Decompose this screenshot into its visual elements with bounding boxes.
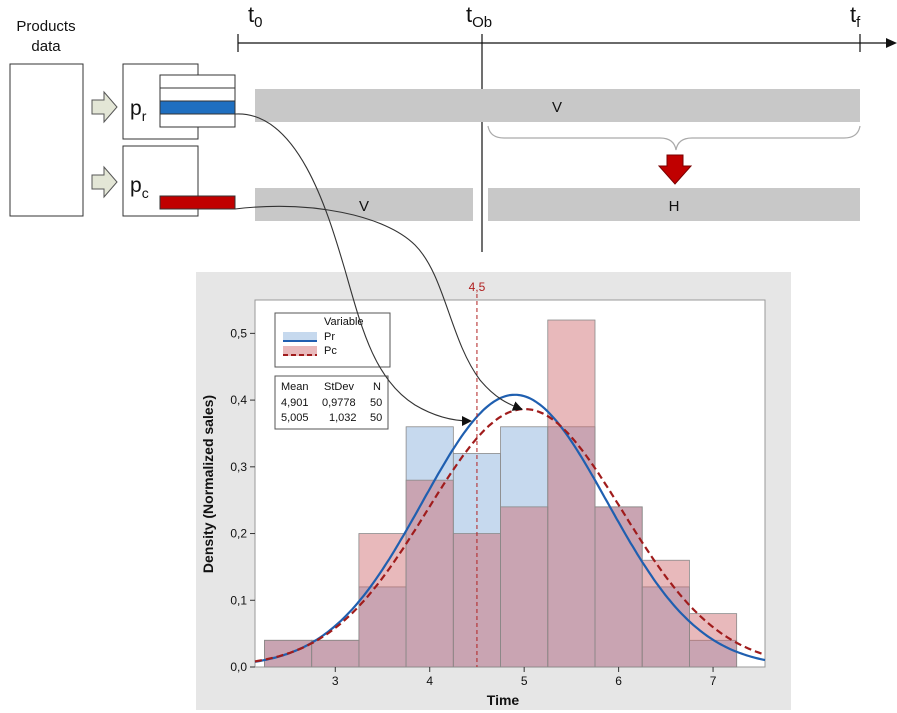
tob-label: tOb [466, 2, 492, 31]
stats-pc-mean: 5,005 [281, 412, 309, 424]
stats-header-stdev: StDev [324, 381, 354, 393]
pr-stack-row-3 [159, 100, 236, 115]
histogram-chart: 4,5 3 4 5 6 7 0,0 0,1 0,2 0,3 0,4 0,5 [230, 280, 766, 688]
stats-pc-n: 50 [370, 412, 382, 424]
density-curve-pc [254, 408, 766, 663]
bar-pr-5 [500, 426, 549, 668]
bar-pc-2 [358, 533, 407, 668]
density-curve-pr [254, 393, 766, 663]
bar-pc-3 [405, 479, 454, 668]
bar-pc-1 [311, 639, 360, 668]
x-tick-label-6: 6 [615, 674, 622, 688]
t0-label: t0 [248, 2, 262, 31]
stats-table: Mean StDev N 4,901 0,9778 50 5,005 1,032… [274, 375, 389, 430]
y-axis-title: Density (Normalized sales) [200, 395, 216, 573]
top-variable-bar [255, 89, 860, 122]
bar-pr-7 [594, 506, 643, 668]
bottom-left-bar [255, 188, 473, 221]
x-tick-label-4: 4 [426, 674, 433, 688]
curly-brace [487, 125, 861, 151]
y-tick-label-0: 0,0 [230, 660, 247, 674]
top-bar-label: V [552, 99, 562, 116]
red-down-arrow [657, 154, 693, 185]
pr-to-chart-arrow [234, 113, 472, 426]
x-tick-label-5: 5 [521, 674, 528, 688]
bottom-left-bar-label: V [359, 198, 369, 215]
legend-pc-label: Pc [324, 345, 337, 357]
legend: Variable Pr Pc [274, 312, 391, 368]
pr-stack-row-1 [159, 74, 236, 89]
legend-title: Variable [324, 316, 364, 328]
pc-label: pc [130, 174, 149, 201]
reference-line-label: 4,5 [469, 280, 486, 294]
x-axis-title: Time [487, 692, 520, 708]
bar-pc-6 [547, 319, 596, 668]
bar-pc-7 [594, 506, 643, 668]
stats-box [274, 375, 389, 430]
bar-pr-2 [358, 586, 407, 668]
bottom-right-bar [488, 188, 860, 221]
y-tick-label-5: 0,5 [230, 326, 247, 340]
y-tick-label-2: 0,2 [230, 527, 247, 541]
timeline-arrowhead [886, 38, 897, 48]
products-data-box [9, 63, 84, 217]
products-data-label-line2: data [31, 38, 61, 55]
pr-stack-row-4 [159, 113, 236, 128]
legend-pc-swatch [283, 346, 317, 356]
pr-stack-row-2 [159, 87, 236, 102]
stats-pr-n: 50 [370, 397, 382, 409]
bar-pc-5 [500, 506, 549, 668]
stats-header-n: N [373, 381, 381, 393]
stats-pr-stdev: 0,9778 [322, 397, 356, 409]
products-data-label-line1: Products [16, 18, 75, 35]
pc-input-arrow [91, 165, 118, 199]
stats-pr-mean: 4,901 [281, 397, 309, 409]
x-tick-label-7: 7 [710, 674, 717, 688]
legend-pr-label: Pr [324, 331, 335, 343]
y-tick-label-1: 0,1 [230, 593, 247, 607]
tf-label: tf [850, 2, 861, 31]
y-tick-label-3: 0,3 [230, 460, 247, 474]
x-tick-label-3: 3 [332, 674, 339, 688]
stats-header-mean: Mean [281, 381, 309, 393]
pr-label: pr [130, 97, 147, 124]
y-tick-label-4: 0,4 [230, 393, 247, 407]
pr-input-arrow [91, 90, 118, 124]
pc-to-chart-arrow [234, 205, 523, 411]
stats-pc-stdev: 1,032 [329, 412, 357, 424]
legend-pr-swatch [283, 332, 317, 342]
bottom-right-bar-label: H [669, 198, 680, 215]
pc-bar [159, 195, 236, 210]
